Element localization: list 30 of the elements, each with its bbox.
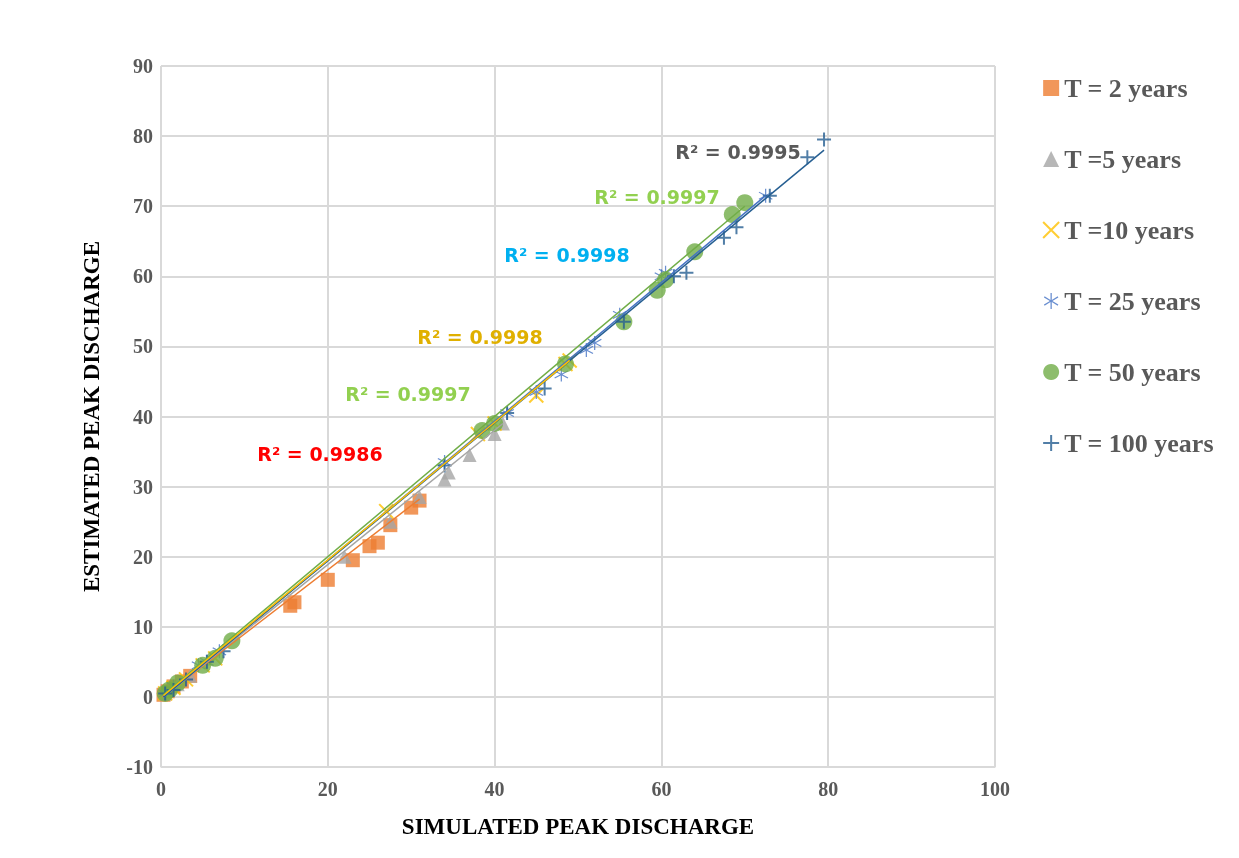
- annotation: R² = 0.9995: [675, 141, 801, 163]
- y-tick-label: 0: [143, 685, 153, 708]
- y-tick-label: 90: [133, 55, 153, 77]
- legend-label: T = 50 years: [1064, 357, 1201, 387]
- legend-label: T = 2 years: [1064, 73, 1188, 103]
- annotation: R² = 0.9986: [257, 443, 383, 465]
- y-tick-label: 80: [133, 125, 153, 148]
- y-tick-label: 60: [133, 265, 153, 288]
- legend-label: T =5 years: [1064, 144, 1182, 174]
- y-tick-label: 50: [133, 335, 153, 358]
- y-tick-label: 70: [133, 195, 153, 218]
- legend-label: T = 25 years: [1064, 286, 1201, 316]
- y-tick-label: 40: [133, 405, 153, 428]
- x-tick-label: 20: [317, 778, 338, 800]
- annotation: R² = 0.9998: [417, 326, 543, 348]
- x-tick-label: 40: [484, 778, 505, 800]
- annotation: R² = 0.9997: [594, 186, 720, 208]
- x-tick-label: 100: [980, 778, 1010, 800]
- y-axis-title: ESTIMATED PEAK DISCHARGE: [79, 240, 104, 593]
- y-tick-label: 20: [133, 545, 153, 568]
- y-tick-label: 30: [133, 475, 153, 498]
- y-tick-label: 10: [133, 615, 153, 638]
- annotation: R² = 0.9998: [504, 244, 630, 266]
- legend-label: T =10 years: [1064, 215, 1195, 245]
- x-axis-title: SIMULATED PEAK DISCHARGE: [401, 814, 755, 839]
- annotation: R² = 0.9997: [345, 383, 471, 405]
- x-tick-label: 60: [651, 778, 672, 800]
- y-tick-label: -10: [126, 756, 153, 778]
- x-tick-label: 80: [818, 778, 839, 800]
- legend-label: T = 100 years: [1064, 428, 1214, 458]
